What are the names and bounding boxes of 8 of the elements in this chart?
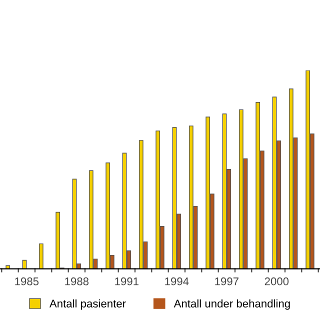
legend-label: Antall under behandling [174,299,290,310]
x-tick-label: 1988 [65,277,89,286]
legend-label: Antall pasienter [49,299,126,310]
x-tick-label: 1994 [165,277,189,286]
x-tick-label: 1985 [15,277,39,286]
x-tick-label: 1991 [115,277,138,286]
x-tick-label: 2000 [264,277,289,286]
x-tick-label: 1997 [215,277,238,286]
